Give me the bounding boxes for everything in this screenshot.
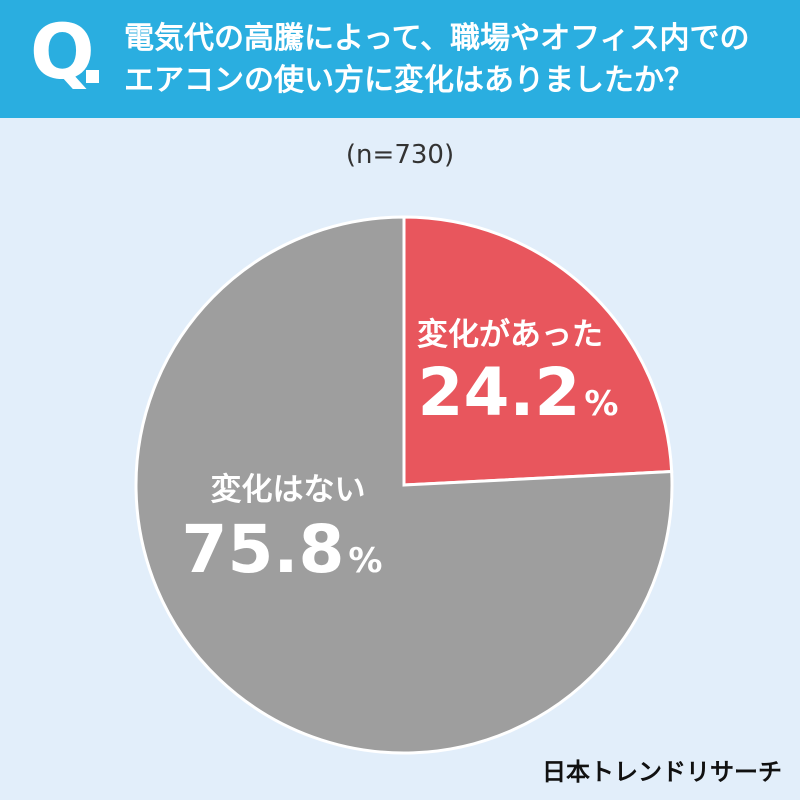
question-text: 電気代の高騰によって、職場やオフィス内での エアコンの使い方に変化はありましたか… (124, 18, 784, 102)
question-line-2: エアコンの使い方に変化はありましたか？ (124, 63, 694, 98)
question-line-1: 電気代の高騰によって、職場やオフィス内での (124, 21, 750, 56)
slice-label: 変化があった (417, 317, 603, 353)
sample-size: (n=730) (345, 140, 455, 170)
question-banner: Q 電気代の高騰によって、職場やオフィス内での エアコンの使い方に変化はありまし… (0, 0, 800, 118)
slice-value: 24.2% (418, 354, 619, 431)
pie-slice-unchanged (134, 215, 674, 755)
q-dot-icon (86, 70, 99, 83)
slice-label: 変化はない (211, 472, 366, 508)
q-mark: Q (30, 7, 95, 96)
slice-value: 75.8% (182, 511, 383, 588)
brand-logo: 日本トレンドリサーチ (542, 758, 782, 786)
pie-slice-changed (402, 215, 674, 487)
